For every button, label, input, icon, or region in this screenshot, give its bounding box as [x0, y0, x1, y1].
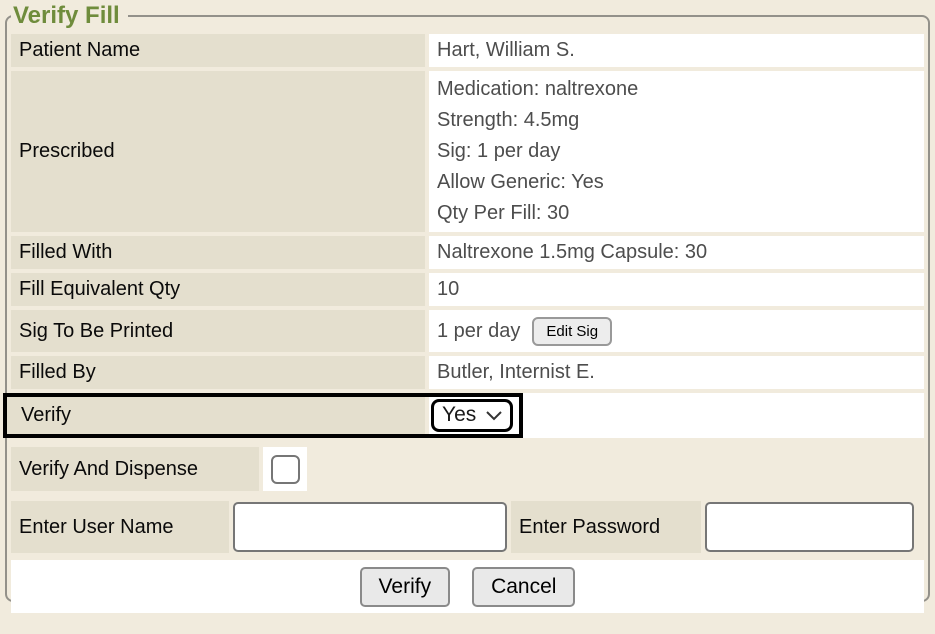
patient-name-value: Hart, William S.: [429, 34, 924, 67]
table-row-verify-and-dispense: Verify And Dispense: [11, 447, 924, 491]
edit-sig-button[interactable]: Edit Sig: [532, 316, 613, 346]
password-input[interactable]: [705, 502, 914, 552]
chevron-down-icon: [486, 403, 502, 427]
filled-with-value: Naltrexone 1.5mg Capsule: 30: [429, 236, 924, 269]
verify-and-dispense-checkbox-cell: [263, 447, 307, 491]
enter-password-label: Enter Password: [511, 501, 701, 553]
verify-label: Verify: [7, 397, 425, 434]
filled-by-value: Butler, Internist E.: [429, 356, 924, 389]
verify-value-cell-remainder: [523, 393, 924, 438]
page-title: Verify Fill: [13, 2, 120, 29]
table-row-sig-to-be-printed: Sig To Be Printed 1 per day Edit Sig: [11, 310, 924, 352]
prescribed-label: Prescribed: [11, 71, 425, 232]
sig-to-be-printed-label: Sig To Be Printed: [11, 310, 425, 352]
verify-select-cell: Yes: [429, 397, 520, 434]
table-row-verify: Verify Yes: [3, 393, 924, 438]
verify-button[interactable]: Verify: [359, 566, 451, 607]
table-row-credentials: Enter User Name Enter Password: [11, 501, 924, 553]
prescribed-allow-generic: Allow Generic: Yes: [437, 171, 604, 193]
table-row-filled-by: Filled By Butler, Internist E.: [11, 356, 924, 389]
sig-text: 1 per day: [437, 319, 521, 342]
prescribed-value: Medication: naltrexone Strength: 4.5mg S…: [429, 71, 924, 232]
verify-fill-panel: Verify Fill Patient Name Hart, William S…: [3, 2, 930, 613]
table-row-filled-with: Filled With Naltrexone 1.5mg Capsule: 30: [11, 236, 924, 269]
prescribed-qty-per-fill: Qty Per Fill: 30: [437, 202, 570, 224]
table-row-prescribed: Prescribed Medication: naltrexone Streng…: [11, 71, 924, 232]
verify-select-value: Yes: [442, 403, 477, 426]
prescribed-strength: Strength: 4.5mg: [437, 109, 580, 131]
prescribed-medication: Medication: naltrexone: [437, 78, 639, 100]
table-row-fill-equivalent-qty: Fill Equivalent Qty 10: [11, 273, 924, 306]
prescribed-sig: Sig: 1 per day: [437, 140, 561, 162]
verify-and-dispense-checkbox[interactable]: [270, 454, 300, 484]
action-buttons-row: Verify Cancel: [11, 560, 924, 613]
verify-row-focus-highlight: Verify Yes: [3, 393, 524, 438]
verify-and-dispense-label: Verify And Dispense: [11, 447, 259, 491]
table-row-patient-name: Patient Name Hart, William S.: [11, 34, 924, 67]
fill-equivalent-qty-label: Fill Equivalent Qty: [11, 273, 425, 306]
user-name-input[interactable]: [233, 502, 507, 552]
filled-with-label: Filled With: [11, 236, 425, 269]
verify-select[interactable]: Yes: [431, 399, 514, 432]
cancel-button[interactable]: Cancel: [472, 566, 576, 607]
sig-to-be-printed-value: 1 per day Edit Sig: [429, 310, 924, 352]
patient-name-label: Patient Name: [11, 34, 425, 67]
enter-user-name-label: Enter User Name: [11, 501, 229, 553]
fill-equivalent-qty-value: 10: [429, 273, 924, 306]
filled-by-label: Filled By: [11, 356, 425, 389]
